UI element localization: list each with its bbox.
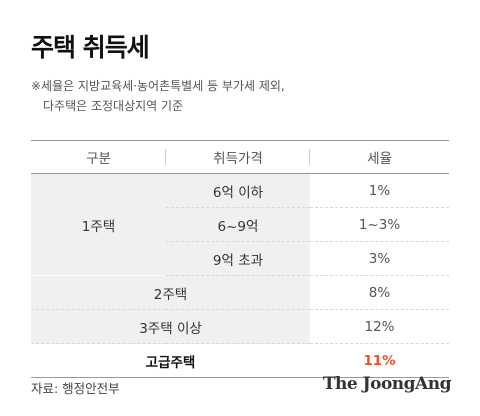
source-credit: 자료: 행정안전부 <box>31 381 120 396</box>
publisher-logo: The JoongAng <box>322 374 452 394</box>
rate-cell: 8% <box>310 275 449 310</box>
table-row: 2주택 8% <box>31 275 449 310</box>
rate-cell: 3% <box>310 241 449 276</box>
table-header-row: 구분 취득가격 세율 <box>31 140 449 174</box>
price-cell: 6~9억 <box>166 207 310 242</box>
table-row: 고급주택 11% <box>31 343 449 378</box>
table-row: 6~9억 1~3% <box>31 207 449 242</box>
group-label-luxury: 고급주택 <box>31 343 310 378</box>
rate-cell: 1% <box>310 173 449 208</box>
footnote: ※세율은 지방교육세·농어촌특별세 등 부가세 제외, 다주택은 조정대상지역 … <box>31 76 285 116</box>
table-row: 9억 초과 3% <box>31 241 449 276</box>
group-label-1house: 1주택 <box>31 173 166 276</box>
page-title: 주택 취득세 <box>31 33 150 62</box>
group-label-3house: 3주택 이상 <box>31 309 310 344</box>
tax-rate-table: 구분 취득가격 세율 1주택 6억 이하 1% 6~9억 1~3% 9억 초과 … <box>31 140 449 378</box>
table-row: 3주택 이상 12% <box>31 309 449 344</box>
header-category: 구분 <box>31 140 166 174</box>
price-cell: 6억 이하 <box>166 173 310 208</box>
price-cell: 9억 초과 <box>166 241 310 276</box>
table-row: 1주택 6억 이하 1% <box>31 173 449 276</box>
footnote-line-1: ※세율은 지방교육세·농어촌특별세 등 부가세 제외, <box>31 79 285 93</box>
rate-cell-highlight: 11% <box>310 343 449 378</box>
header-rate: 세율 <box>310 140 449 174</box>
group-label-2house: 2주택 <box>31 275 310 310</box>
rate-cell: 1~3% <box>310 207 449 242</box>
footnote-line-2: 다주택은 조정대상지역 기준 <box>43 99 184 113</box>
header-price: 취득가격 <box>166 140 310 174</box>
rate-cell: 12% <box>310 309 449 344</box>
